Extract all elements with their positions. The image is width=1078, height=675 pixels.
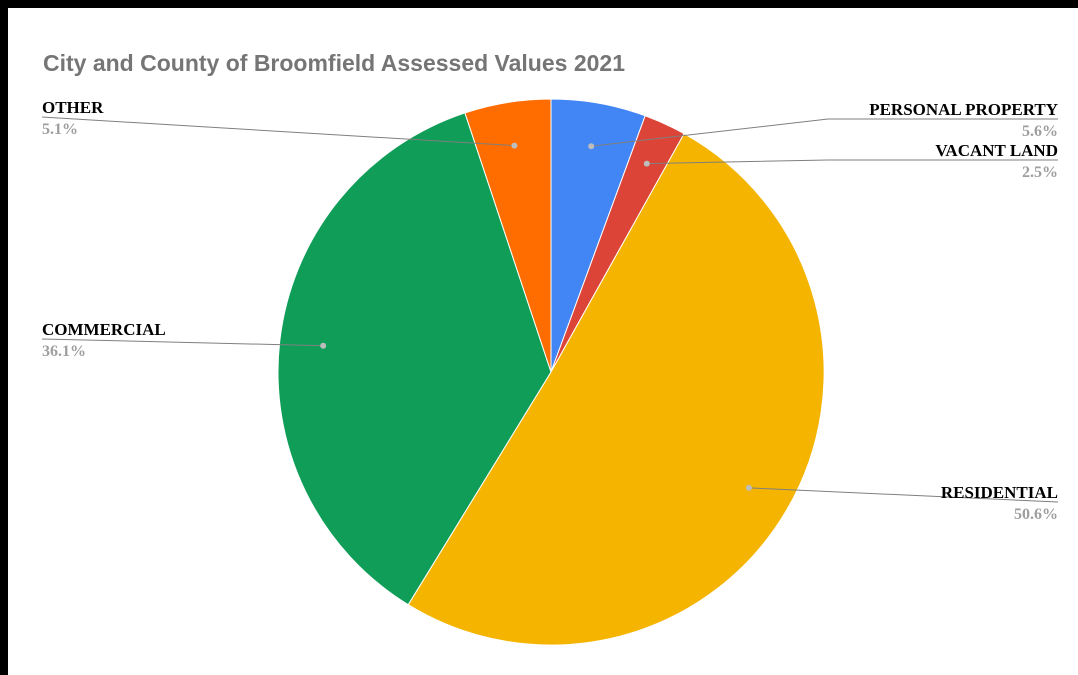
slice-label-other: OTHER bbox=[42, 98, 104, 117]
leader-dot-residential bbox=[745, 484, 752, 491]
leader-line-personal-property bbox=[591, 118, 1058, 147]
leader-line-commercial bbox=[41, 338, 324, 347]
pie-labels: PERSONAL PROPERTY 5.6%VACANT LAND 2.5% RESI… bbox=[41, 98, 1059, 523]
leader-line-residential bbox=[748, 487, 1059, 503]
pie-slice-other[interactable] bbox=[464, 98, 552, 373]
chart-card: City and County of Broomfield Assessed V… bbox=[8, 8, 1078, 675]
chart-title: City and County of Broomfield Assessed V… bbox=[43, 50, 625, 76]
slice-label-personal-property: PERSONAL PROPERTY bbox=[869, 100, 1058, 119]
pie-chart: PERSONAL PROPERTY 5.6%VACANT LAND 2.5% RESI… bbox=[41, 98, 1059, 646]
slice-percent-commercial: 36.1% bbox=[42, 343, 86, 360]
slice-percent-vacant-land: 2.5% bbox=[1022, 164, 1058, 181]
slice-label-vacant-land: VACANT LAND bbox=[935, 141, 1058, 160]
slice-label-commercial: COMMERCIAL bbox=[42, 320, 166, 339]
pie-slices bbox=[277, 98, 825, 646]
slice-label-residential: RESIDENTIAL bbox=[941, 483, 1058, 502]
slice-percent-other: 5.1% bbox=[42, 121, 78, 138]
slice-percent-personal-property: 5.6% bbox=[1022, 123, 1058, 140]
leader-dot-vacant-land bbox=[643, 160, 650, 167]
pie-slice-commercial[interactable] bbox=[277, 112, 552, 606]
leader-dot-personal-property bbox=[588, 143, 595, 150]
pie-slice-residential[interactable] bbox=[407, 132, 825, 646]
slice-percent-residential: 50.6% bbox=[1014, 506, 1058, 523]
leader-line-other bbox=[41, 116, 515, 147]
leader-line-vacant-land bbox=[646, 159, 1058, 165]
leader-dot-commercial bbox=[320, 342, 327, 349]
leader-dot-other bbox=[511, 142, 518, 149]
